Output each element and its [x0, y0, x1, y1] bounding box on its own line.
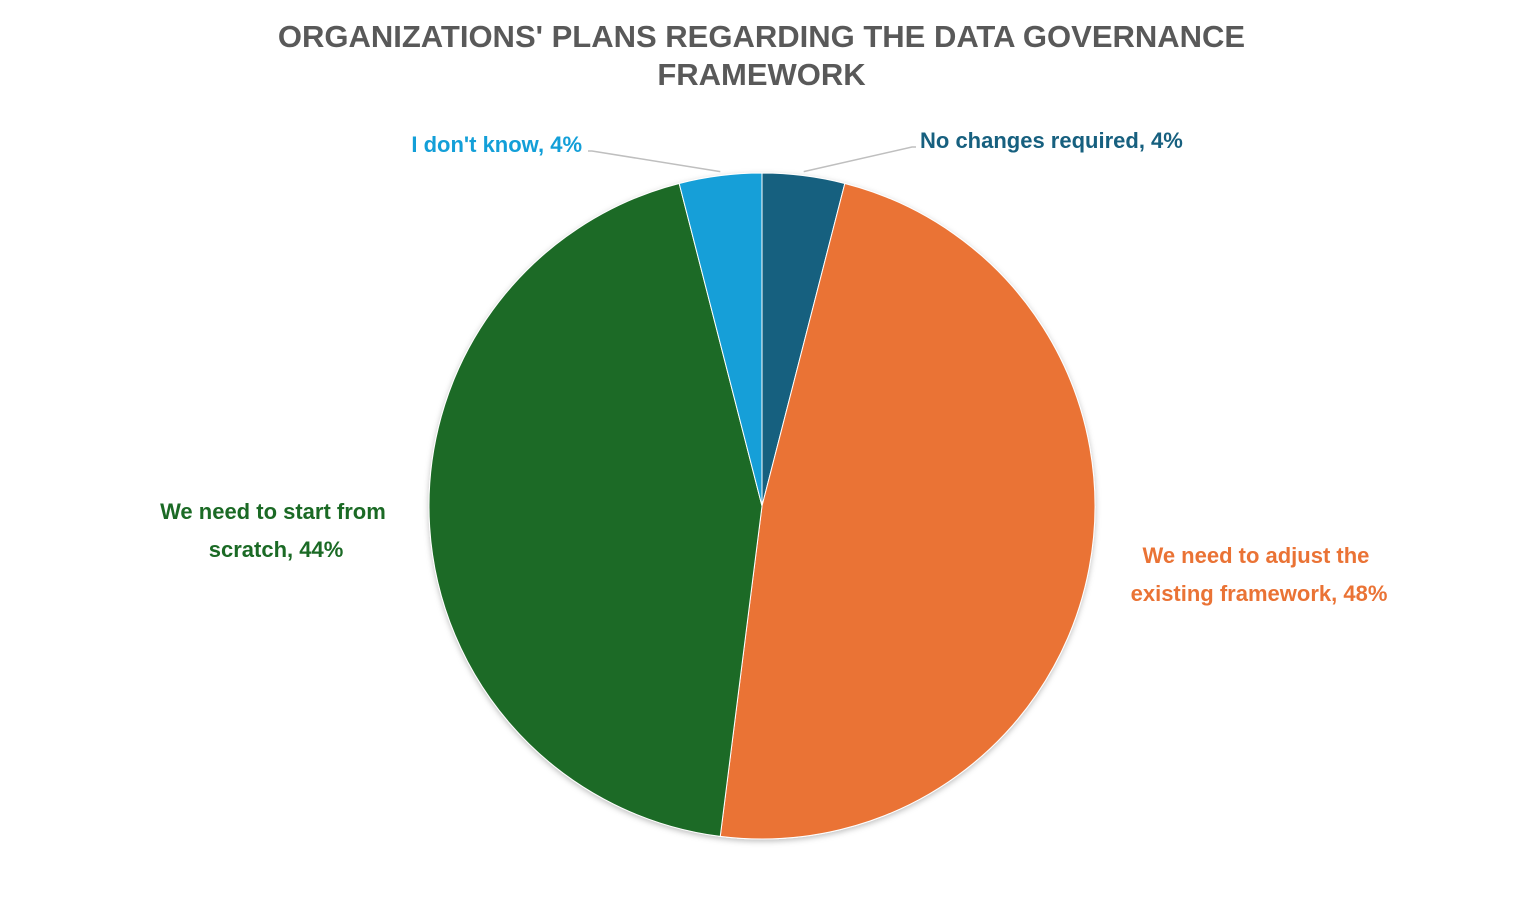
chart-title-line-2: FRAMEWORK: [657, 57, 866, 92]
label-scratch-line-1: We need to start from: [160, 499, 386, 524]
pie-slice-we-need-to-start-from-scratch: [428, 182, 763, 837]
leader-line-no-changes-required: [803, 146, 916, 173]
pie-slices: [428, 172, 1096, 840]
label-adjust-line-1: We need to adjust the: [1142, 543, 1369, 568]
leader-line-i-dont-know: [588, 150, 721, 173]
label-no-changes-required: No changes required, 4%: [920, 128, 1183, 153]
chart-title: ORGANIZATIONS' PLANS REGARDING THE DATA …: [0, 18, 1523, 94]
pie-slice-we-need-to-adjust-the-existing-framework: [719, 182, 1096, 840]
label-start-from-scratch: We need to start from scratch, 44%: [160, 499, 392, 562]
label-adjust-line-2: existing framework, 48%: [1131, 581, 1388, 606]
label-scratch-line-2: scratch, 44%: [209, 537, 344, 562]
pie-slice-i-don-t-know: [678, 172, 763, 507]
leader-lines: [588, 146, 916, 173]
label-adjust-existing-framework: We need to adjust the existing framework…: [1131, 543, 1388, 606]
chart-title-line-1: ORGANIZATIONS' PLANS REGARDING THE DATA …: [277, 19, 1246, 54]
label-i-dont-know: I don't know, 4%: [411, 132, 582, 157]
